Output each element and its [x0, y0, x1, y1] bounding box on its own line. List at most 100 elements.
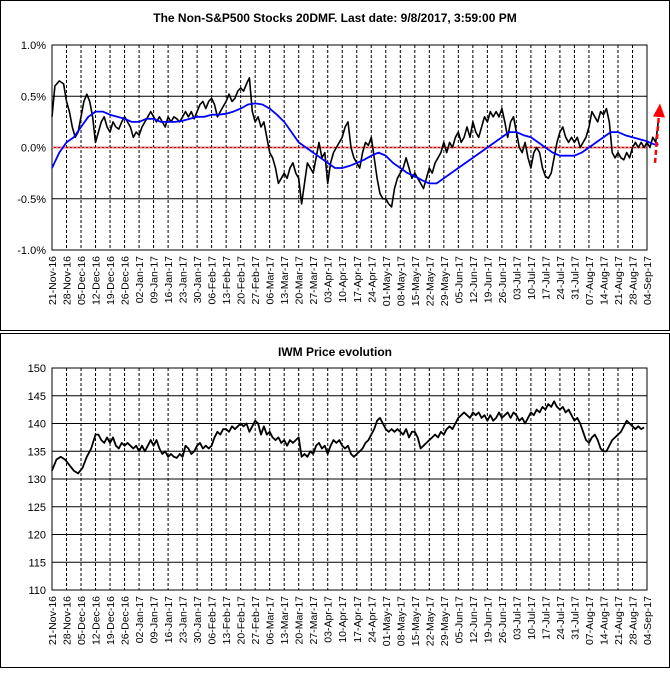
- y-tick-label: 0.5%: [21, 91, 46, 103]
- x-tick-label: 06-Feb-17: [207, 256, 219, 305]
- x-tick-label: 03-Apr-17: [323, 596, 335, 643]
- x-tick-label: 23-Jan-17: [178, 256, 190, 303]
- bottom-chart-frame: [0, 333, 670, 668]
- x-tick-label: 31-Jul-17: [569, 256, 581, 300]
- x-tick-label: 12-Jun-17: [468, 256, 480, 303]
- x-tick-label: 12-Jun-17: [468, 596, 480, 643]
- y-tick-label: 0.0%: [21, 143, 46, 155]
- top-chart-frame: [0, 0, 670, 331]
- x-tick-label: 21-Nov-16: [47, 596, 59, 645]
- x-tick-label: 08-May-17: [395, 256, 407, 306]
- x-tick-label: 27-Feb-17: [250, 256, 262, 305]
- x-tick-label: 13-Feb-17: [221, 256, 233, 305]
- x-tick-label: 27-Mar-17: [308, 256, 320, 305]
- x-tick-label: 16-Jan-17: [163, 596, 175, 643]
- x-tick-label: 09-Jan-17: [149, 256, 161, 303]
- y-tick-label: 135: [28, 446, 46, 458]
- trend-arrow-shaft: [653, 114, 661, 163]
- x-tick-label: 26-Jun-17: [497, 256, 509, 303]
- x-tick-label: 19-Jun-17: [482, 256, 494, 303]
- x-tick-label: 26-Jun-17: [497, 596, 509, 643]
- x-tick-label: 13-Feb-17: [221, 596, 233, 645]
- x-tick-label: 14-Aug-17: [598, 596, 610, 645]
- bottom-chart-title: IWM Price evolution: [278, 345, 392, 359]
- x-tick-label: 26-Dec-16: [120, 256, 132, 305]
- y-tick-label: 140: [28, 419, 46, 431]
- x-tick-label: 31-Jul-17: [569, 596, 581, 640]
- x-tick-label: 28-Aug-17: [627, 596, 639, 645]
- y-tick-label: 145: [28, 391, 46, 403]
- x-tick-label: 06-Feb-17: [207, 596, 219, 645]
- series-line-1: [51, 400, 645, 475]
- y-tick-label: -1.0%: [17, 245, 46, 257]
- x-tick-label: 05-Dec-16: [76, 596, 88, 645]
- x-tick-label: 09-Jan-17: [149, 596, 161, 643]
- x-tick-label: 17-Jul-17: [540, 256, 552, 300]
- x-tick-label: 06-Mar-17: [265, 256, 277, 305]
- x-tick-label: 13-Mar-17: [279, 596, 291, 645]
- x-tick-label: 06-Mar-17: [265, 596, 277, 645]
- x-tick-label: 27-Mar-17: [308, 596, 320, 645]
- x-tick-label: 28-Aug-17: [627, 256, 639, 305]
- x-tick-label: 21-Aug-17: [613, 256, 625, 305]
- x-tick-label: 22-May-17: [424, 596, 436, 646]
- x-tick-label: 20-Feb-17: [236, 596, 248, 645]
- x-tick-label: 03-Jul-17: [511, 596, 523, 640]
- y-tick-label: 125: [28, 502, 46, 514]
- x-tick-label: 04-Sep-17: [642, 596, 654, 645]
- x-tick-label: 19-Dec-16: [105, 596, 117, 645]
- x-tick-label: 10-Apr-17: [337, 256, 349, 303]
- x-tick-label: 14-Aug-17: [598, 256, 610, 305]
- x-tick-label: 27-Feb-17: [250, 596, 262, 645]
- x-tick-label: 19-Jun-17: [482, 596, 494, 643]
- y-tick-label: 115: [28, 557, 46, 569]
- trend-arrow-head: [653, 103, 665, 118]
- x-tick-label: 24-Jul-17: [555, 596, 567, 640]
- x-tick-label: 17-Apr-17: [352, 596, 364, 643]
- x-tick-label: 10-Jul-17: [526, 596, 538, 640]
- x-tick-label: 10-Jul-17: [526, 256, 538, 300]
- x-tick-label: 05-Jun-17: [453, 596, 465, 643]
- x-tick-label: 28-Nov-16: [62, 596, 74, 645]
- x-tick-label: 05-Dec-16: [76, 256, 88, 305]
- x-tick-label: 02-Jan-17: [134, 256, 146, 303]
- x-tick-label: 21-Aug-17: [613, 596, 625, 645]
- x-tick-label: 29-May-17: [439, 256, 451, 306]
- x-tick-label: 29-May-17: [439, 596, 451, 646]
- x-tick-label: 03-Apr-17: [323, 256, 335, 303]
- series-line-2: [51, 102, 659, 185]
- x-tick-label: 24-Apr-17: [366, 256, 378, 303]
- x-tick-label: 24-Jul-17: [555, 256, 567, 300]
- y-tick-label: 110: [28, 585, 46, 597]
- x-tick-label: 08-May-17: [395, 596, 407, 646]
- x-tick-label: 05-Jun-17: [453, 256, 465, 303]
- x-tick-label: 17-Jul-17: [540, 596, 552, 640]
- x-tick-label: 30-Jan-17: [192, 596, 204, 643]
- y-tick-label: 120: [28, 530, 46, 542]
- x-tick-label: 07-Aug-17: [584, 596, 596, 645]
- x-tick-label: 03-Jul-17: [511, 256, 523, 300]
- top-plot-area: 1.0% 0.5% 0.0% -0.5% -1.0%21-Nov-16 28-Nov-16…: [17, 40, 665, 306]
- x-tick-label: 20-Mar-17: [294, 596, 306, 645]
- x-tick-label: 01-May-17: [381, 596, 393, 646]
- x-tick-label: 16-Jan-17: [163, 256, 175, 303]
- x-tick-label: 02-Jan-17: [134, 596, 146, 643]
- y-tick-label: 1.0%: [21, 40, 46, 52]
- x-tick-label: 24-Apr-17: [366, 596, 378, 643]
- top-chart-title: The Non-S&P500 Stocks 20DMF. Last date: …: [153, 11, 516, 25]
- x-tick-label: 17-Apr-17: [352, 256, 364, 303]
- x-tick-label: 20-Feb-17: [236, 256, 248, 305]
- x-tick-label: 12-Dec-16: [91, 256, 103, 305]
- x-tick-label: 28-Nov-16: [62, 256, 74, 305]
- x-tick-label: 19-Dec-16: [105, 256, 117, 305]
- x-tick-label: 26-Dec-16: [120, 596, 132, 645]
- x-tick-label: 21-Nov-16: [47, 256, 59, 305]
- x-tick-label: 22-May-17: [424, 256, 436, 306]
- x-tick-label: 07-Aug-17: [584, 256, 596, 305]
- y-tick-label: -0.5%: [17, 194, 46, 206]
- x-tick-label: 23-Jan-17: [178, 596, 190, 643]
- x-tick-label: 20-Mar-17: [294, 256, 306, 305]
